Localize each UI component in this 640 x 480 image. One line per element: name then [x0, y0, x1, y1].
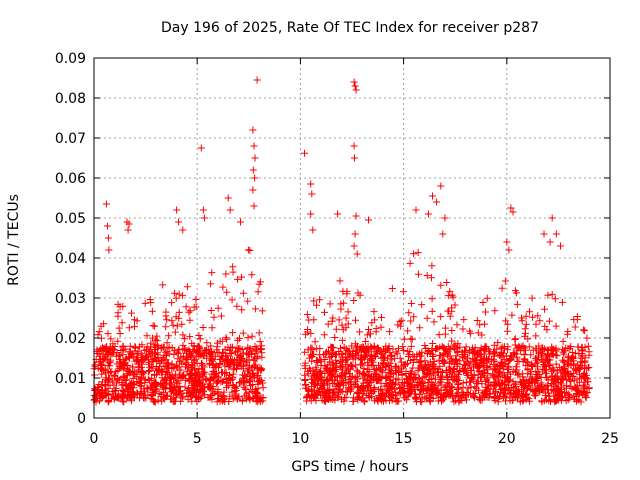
x-tick-label: 0 [90, 431, 99, 447]
data-points [90, 76, 593, 406]
data-point-markers [90, 76, 593, 406]
y-tick-label: 0.06 [55, 171, 86, 187]
y-tick-label: 0.07 [55, 131, 86, 147]
y-axis-label: ROTI / TECUs [6, 194, 22, 286]
y-tick-label: 0.04 [55, 251, 86, 267]
y-tick-label: 0.05 [55, 211, 86, 227]
plot-frame [93, 57, 611, 419]
y-tick-label: 0.03 [55, 291, 86, 307]
x-axis-label: GPS time / hours [291, 459, 408, 475]
x-tick-label: 20 [498, 431, 516, 447]
y-tick-label: 0.08 [55, 91, 86, 107]
y-tick-label: 0 [77, 411, 86, 427]
y-tick-label: 0.02 [55, 331, 86, 347]
y-tick-label: 0.01 [55, 371, 86, 387]
x-tick-label: 5 [193, 431, 202, 447]
chart-title: Day 196 of 2025, Rate Of TEC Index for r… [161, 20, 539, 36]
x-tick-label: 10 [291, 431, 309, 447]
y-tick-label: 0.09 [55, 51, 86, 67]
x-tick-label: 25 [601, 431, 619, 447]
axis-ticks: 0 5 10 15 20 25 0 0.01 0.02 0.03 0.04 0.05 0.06 0.07 0… [55, 51, 619, 447]
x-tick-label: 15 [395, 431, 413, 447]
